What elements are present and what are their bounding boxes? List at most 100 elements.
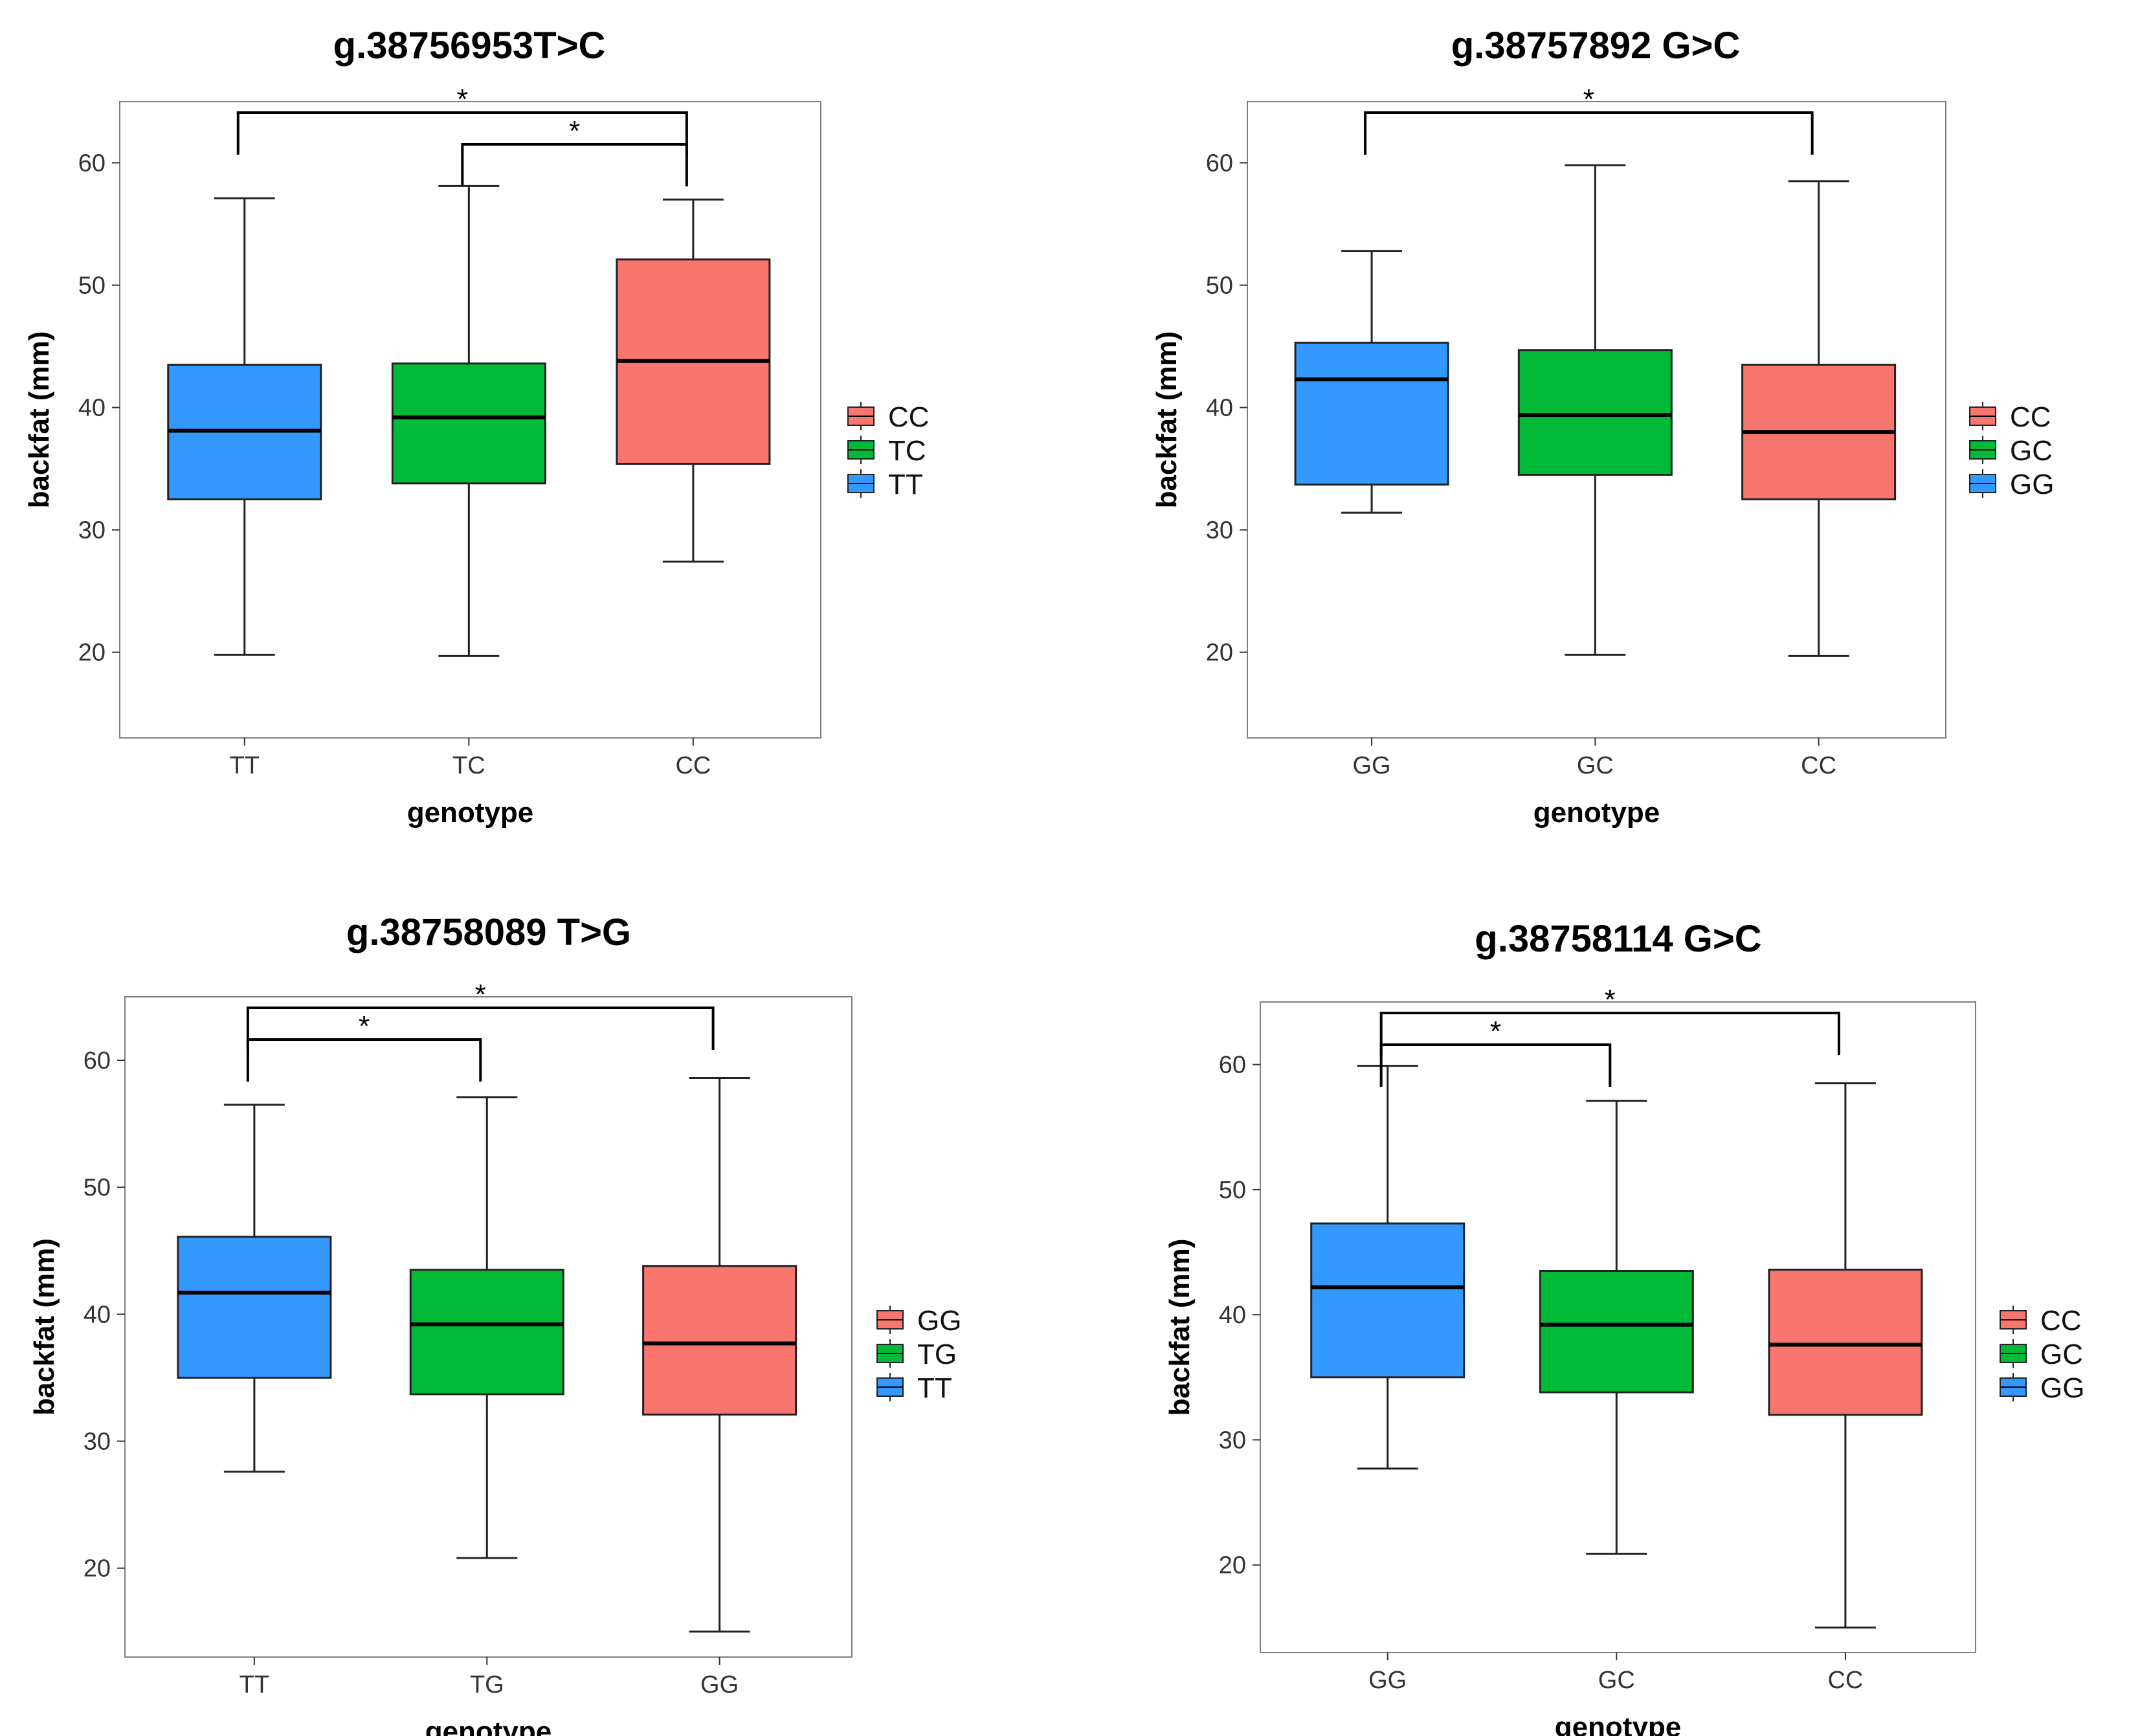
- x-tick-label: CC: [1827, 1667, 1863, 1694]
- chart-title: g.38756953T>C: [333, 25, 606, 67]
- box-GC: [1517, 164, 1673, 656]
- y-tick-label: 50: [1206, 273, 1233, 300]
- y-tick-label: 30: [84, 1429, 111, 1456]
- bracket-line: [1379, 1043, 1612, 1087]
- legend-entry-GG: GG: [2000, 1372, 2084, 1404]
- y-axis-title: backfat (mm): [1164, 1239, 1196, 1416]
- y-axis-title: backfat (mm): [23, 331, 55, 509]
- box-TC: [391, 184, 546, 657]
- legend-label: GC: [2010, 435, 2053, 467]
- y-tick-label: 40: [78, 395, 106, 422]
- x-axis-title: genotype: [1533, 797, 1660, 829]
- y-tick-label: 60: [78, 150, 106, 177]
- box-iqr: [409, 1269, 564, 1396]
- legend-label: GG: [2040, 1372, 2084, 1404]
- box-iqr: [177, 1236, 332, 1379]
- legend-entry-TT: TT: [847, 469, 923, 500]
- legend-entry-TT: TT: [876, 1372, 952, 1404]
- x-tick-label: GC: [1598, 1667, 1635, 1694]
- bracket-line: [461, 143, 688, 186]
- legend-entry-CC: CC: [2000, 1305, 2082, 1337]
- box-TG: [409, 1096, 564, 1559]
- legend-label: GG: [917, 1305, 961, 1337]
- y-tick-label: 20: [1206, 640, 1233, 667]
- box-GC: [1539, 1100, 1694, 1555]
- legend-label: CC: [2010, 401, 2051, 433]
- box-iqr: [1517, 349, 1673, 476]
- box-GG: [1294, 250, 1449, 514]
- x-tick-label: TT: [240, 1671, 269, 1698]
- significance-label: *: [1583, 83, 1594, 115]
- legend-entry-TC: TC: [847, 435, 926, 467]
- significance-bracket: *: [461, 115, 688, 186]
- significance-bracket: *: [1379, 1016, 1612, 1087]
- x-tick-label: GG: [700, 1671, 739, 1698]
- bracket-line: [246, 1038, 482, 1082]
- bracket-line: [1379, 1012, 1840, 1055]
- x-tick-label: TG: [470, 1671, 504, 1698]
- box-iqr: [1768, 1269, 1923, 1416]
- significance-bracket: *: [246, 1010, 482, 1082]
- x-tick-label: CC: [675, 752, 711, 779]
- significance-label: *: [359, 1010, 370, 1042]
- legend-entry-TG: TG: [876, 1339, 957, 1370]
- legend-entry-GC: GC: [1969, 435, 2053, 467]
- legend-entry-GC: GC: [2000, 1339, 2083, 1370]
- x-axis-title: genotype: [425, 1716, 552, 1736]
- x-tick-label: GG: [1352, 752, 1390, 779]
- significance-bracket: *: [246, 979, 715, 1050]
- y-tick-label: 30: [1206, 517, 1233, 544]
- bracket-line: [1364, 111, 1814, 155]
- y-axis-title: backfat (mm): [28, 1238, 60, 1416]
- legend-label: TG: [917, 1339, 957, 1370]
- box-CC: [1768, 1082, 1923, 1629]
- y-tick-label: 50: [1219, 1177, 1246, 1204]
- chart-title: g.38758114 G>C: [1475, 918, 1761, 960]
- y-tick-label: 60: [1206, 150, 1233, 177]
- significance-bracket: *: [1364, 83, 1814, 155]
- significance-label: *: [1605, 984, 1616, 1016]
- legend-label: GG: [2010, 469, 2054, 500]
- legend-entry-GG: GG: [876, 1305, 961, 1337]
- chart-title: g.38758089 T>G: [346, 911, 631, 953]
- significance-label: *: [475, 979, 486, 1010]
- y-tick-label: 20: [78, 640, 106, 667]
- box-TT: [167, 197, 322, 656]
- box-CC: [616, 198, 771, 563]
- y-tick-label: 20: [1219, 1552, 1246, 1579]
- significance-label: *: [1490, 1016, 1501, 1047]
- x-axis-title: genotype: [1555, 1711, 1682, 1736]
- y-tick-label: 40: [1219, 1302, 1246, 1329]
- y-tick-label: 30: [78, 517, 106, 544]
- significance-bracket: *: [236, 83, 688, 155]
- legend-label: TT: [917, 1372, 952, 1404]
- x-tick-label: TT: [230, 752, 260, 779]
- x-tick-label: GG: [1368, 1667, 1407, 1694]
- x-tick-label: CC: [1801, 752, 1836, 779]
- bracket-line: [236, 111, 688, 155]
- y-axis-title: backfat (mm): [1151, 331, 1183, 509]
- x-tick-label: GC: [1577, 752, 1614, 779]
- y-tick-label: 50: [84, 1174, 111, 1201]
- legend-label: GC: [2040, 1339, 2083, 1370]
- legend-label: TT: [888, 469, 923, 500]
- significance-bracket: *: [1379, 984, 1840, 1055]
- box-iqr: [642, 1265, 797, 1416]
- y-tick-label: 40: [84, 1301, 111, 1328]
- legend-entry-CC: CC: [1969, 401, 2051, 433]
- bracket-line: [246, 1007, 715, 1050]
- box-iqr: [1310, 1222, 1466, 1379]
- significance-label: *: [457, 83, 468, 115]
- box-iqr: [1539, 1270, 1694, 1394]
- chart-title: g.38757892 G>C: [1451, 25, 1741, 67]
- box-GG: [1310, 1065, 1466, 1470]
- y-tick-label: 60: [84, 1047, 111, 1074]
- x-tick-label: TC: [452, 752, 485, 779]
